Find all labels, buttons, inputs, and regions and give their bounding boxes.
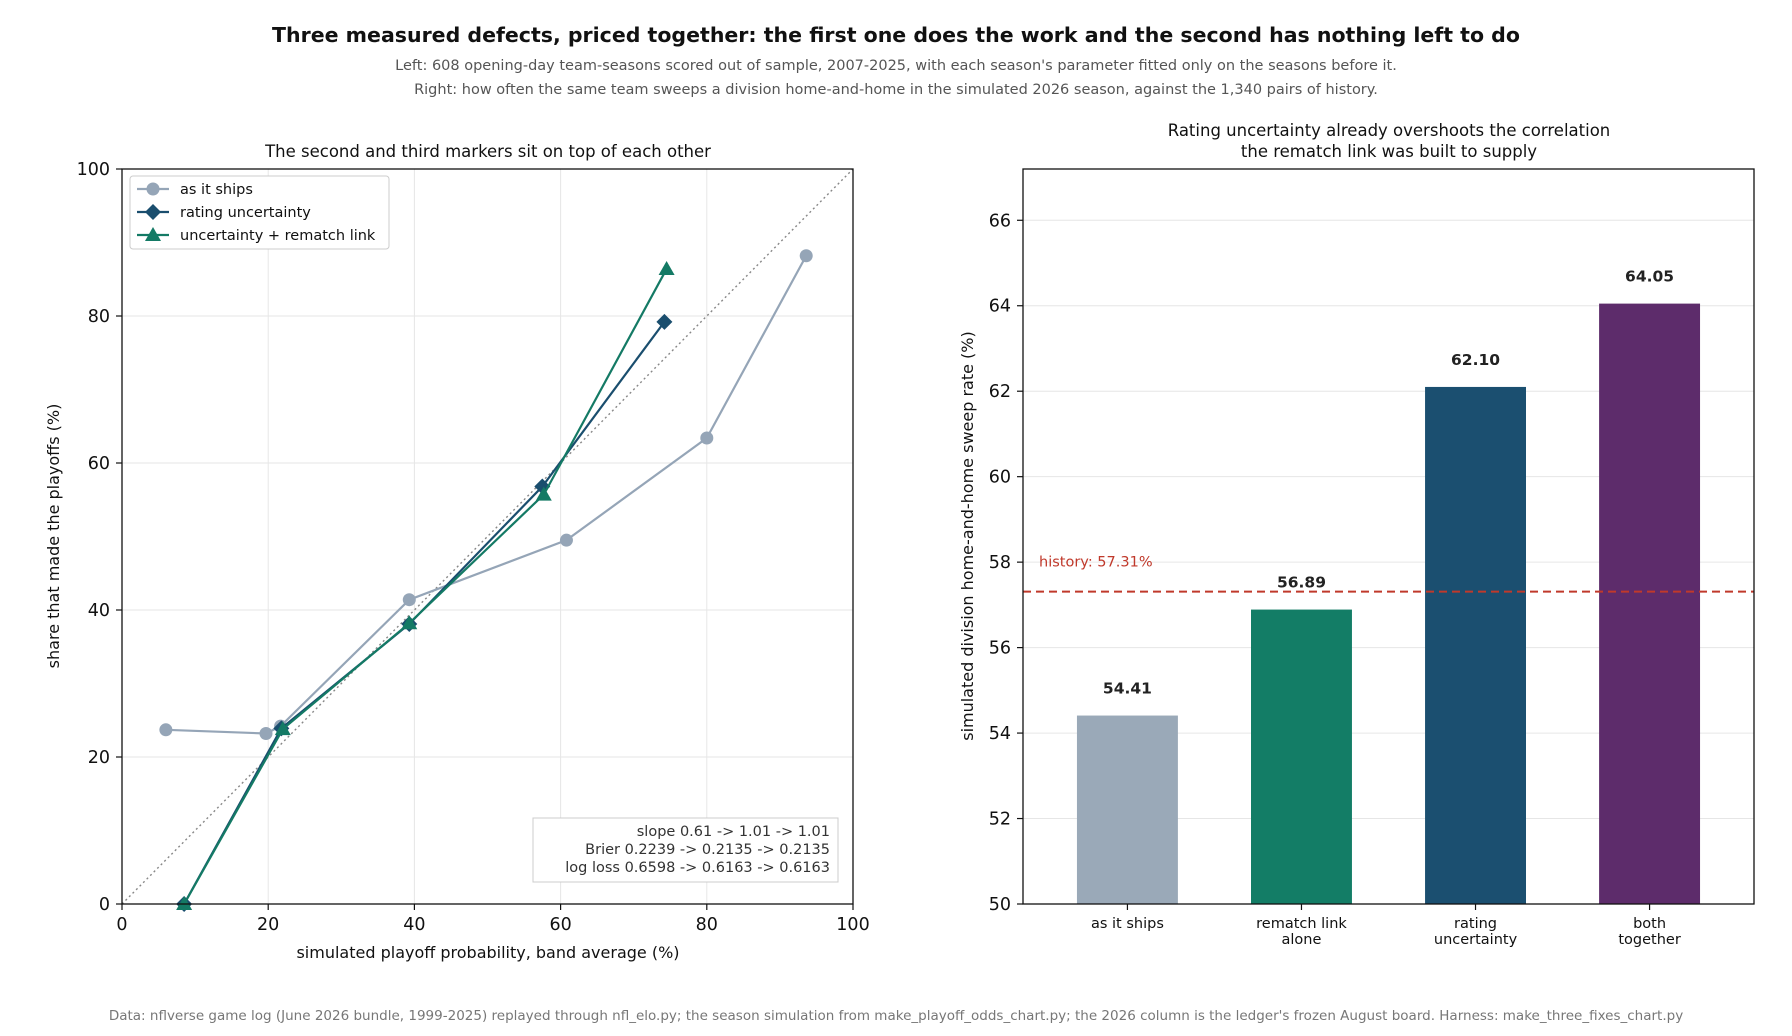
bar: [1251, 609, 1352, 904]
data-point: [700, 431, 714, 445]
bar: [1599, 303, 1701, 904]
figure-title: Three measured defects, priced together:…: [272, 23, 1520, 47]
legend-label: uncertainty + rematch link: [180, 228, 376, 244]
calibration-score-box: slope 0.61 -> 1.01 -> 1.01 Brier 0.2239 …: [532, 817, 839, 883]
y-tick-label: 56: [989, 639, 1011, 659]
x-tick-label: uncertainty: [1434, 932, 1518, 948]
calibration-ticks: 0 20 40 60 80 100 0 20 40 60 80 100: [77, 160, 870, 935]
y-tick-label: 20: [88, 748, 110, 768]
y-tick-label: 64: [989, 297, 1011, 317]
data-point: [656, 313, 673, 330]
x-tick-label: rematch link: [1256, 916, 1347, 932]
data-point: [799, 249, 813, 263]
bar-value-label: 56.89: [1277, 574, 1326, 592]
series-uncertainty-rematch-link: [176, 260, 675, 910]
calibration-ylabel: share that made the playoffs (%): [44, 404, 63, 669]
x-tick-label: 20: [257, 915, 279, 935]
x-tick-label: 0: [116, 915, 127, 935]
series-line: [183, 268, 668, 905]
data-point: [176, 896, 193, 910]
y-tick-label: 60: [88, 454, 110, 474]
y-tick-label: 54: [989, 724, 1011, 744]
legend-label: as it ships: [180, 182, 253, 198]
series-as-it-ships: [159, 249, 813, 740]
x-tick-label: both: [1633, 916, 1666, 932]
x-tick-label: 80: [696, 915, 718, 935]
bar-value-label: 62.10: [1451, 351, 1500, 369]
sweep-ticks: 50 52 54 56 58 60 62 64 66 as it ships rematch lin…: [989, 211, 1681, 948]
x-tick-label: rating: [1454, 916, 1497, 932]
calibration-xlabel: simulated playoff probability, band aver…: [296, 943, 679, 962]
sweep-frame: [1022, 168, 1755, 905]
calibration-series: [159, 249, 813, 912]
data-point: [559, 533, 573, 547]
series-line: [165, 255, 808, 735]
figure-footer: Data: nflverse game log (June 2026 bundl…: [109, 1008, 1683, 1024]
series-line: [183, 321, 666, 905]
bar-value-label: 64.05: [1625, 268, 1674, 286]
calibration-frame: [121, 168, 854, 905]
x-tick-label: 40: [403, 915, 425, 935]
sweep-rate-panel: Rating uncertainty already overshoots th…: [958, 121, 1755, 948]
x-tick-label: together: [1618, 932, 1680, 948]
calibration-title: The second and third markers sit on top …: [264, 142, 711, 161]
x-tick-label: as it ships: [1091, 916, 1164, 932]
data-point: [535, 486, 552, 501]
x-tick-label: alone: [1282, 932, 1322, 948]
perfect-calibration-line: [121, 168, 854, 905]
data-point: [401, 615, 418, 630]
calibration-legend: as it ships rating uncertainty uncertainty…: [129, 175, 390, 250]
y-tick-label: 50: [989, 895, 1011, 915]
sweep-title-line-1: Rating uncertainty already overshoots th…: [1168, 121, 1611, 140]
data-point: [274, 721, 291, 736]
y-tick-label: 80: [88, 307, 110, 327]
y-tick-label: 0: [99, 895, 110, 915]
data-point: [259, 726, 273, 740]
sweep-ylabel: simulated division home-and-home sweep r…: [958, 331, 977, 741]
y-tick-label: 62: [989, 382, 1011, 402]
sweep-bars: 54.41 56.89 62.10 64.05: [1076, 268, 1701, 904]
calibration-panel: The second and third markers sit on top …: [44, 142, 870, 962]
sweep-title-line-2: the rematch link was built to supply: [1241, 142, 1537, 161]
y-tick-label: 58: [989, 553, 1011, 573]
legend-marker: [145, 204, 161, 220]
bar-value-label: 54.41: [1103, 680, 1152, 698]
data-point: [159, 723, 173, 737]
legend-marker: [146, 182, 160, 196]
legend-label: rating uncertainty: [180, 205, 311, 221]
legend-marker: [145, 227, 161, 241]
bar: [1425, 386, 1526, 904]
y-tick-label: 40: [88, 601, 110, 621]
x-tick-label: 60: [549, 915, 571, 935]
slope-line: slope 0.61 -> 1.01 -> 1.01: [637, 824, 830, 840]
history-reference-label: history: 57.31%: [1039, 555, 1153, 571]
figure-subtitle-left: Left: 608 opening-day team-seasons score…: [395, 58, 1397, 74]
x-tick-label: 100: [836, 915, 869, 935]
y-tick-label: 100: [77, 160, 110, 180]
y-tick-label: 60: [989, 468, 1011, 488]
y-tick-label: 66: [989, 211, 1011, 231]
brier-line: Brier 0.2239 -> 0.2135 -> 0.2135: [585, 842, 830, 858]
bar: [1076, 715, 1178, 904]
logloss-line: log loss 0.6598 -> 0.6163 -> 0.6163: [565, 860, 830, 876]
figure-subtitle-right: Right: how often the same team sweeps a …: [414, 82, 1378, 98]
data-point: [658, 260, 675, 275]
y-tick-label: 52: [989, 810, 1011, 830]
data-point: [402, 593, 416, 607]
